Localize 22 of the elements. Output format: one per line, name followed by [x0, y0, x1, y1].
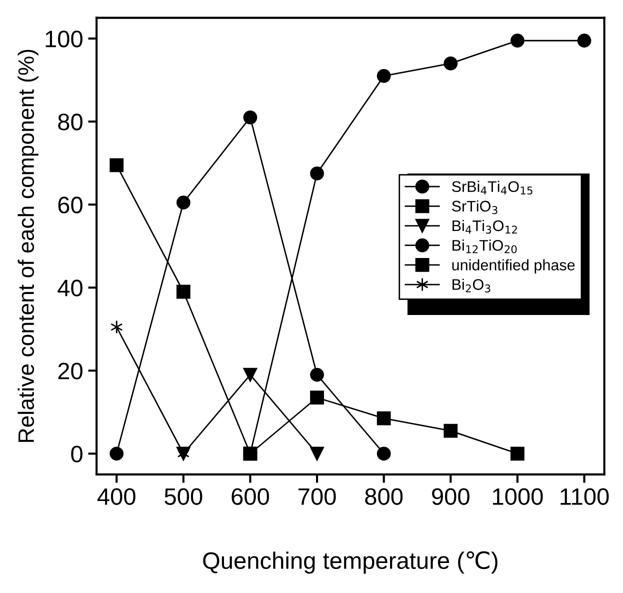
x-tick-label: 700 [298, 488, 336, 505]
y-tick-label: 40 [58, 280, 82, 296]
legend-label: unidentified phase [452, 259, 575, 274]
x-tick-label: 900 [432, 488, 470, 505]
x-tick-label: 1000 [493, 488, 543, 505]
legend-label: Bi$_{12}$TiO$_{20}$ [452, 240, 517, 254]
y-axis-title: Relative content of each component (%) [18, 50, 38, 442]
x-tick-label: 1100 [560, 488, 609, 505]
legend-label: SrBi$_{4}$Ti$_{4}$O$_{15}$ [452, 180, 532, 195]
x-tick-label: 500 [164, 488, 202, 505]
x-tick-label: 800 [365, 488, 403, 505]
y-tick-label: 100 [46, 30, 82, 48]
y-tick-label: 60 [58, 196, 82, 214]
x-axis-title: Quenching temperature (℃) [203, 551, 498, 574]
y-tick-label: 80 [58, 114, 82, 130]
legend-label: Bi$_{4}$Ti$_{3}$O$_{12}$ [452, 220, 517, 234]
x-tick-label: 400 [97, 488, 136, 505]
legend-label: SrTiO$_{3}$ [452, 200, 498, 214]
x-tick-label: 600 [232, 488, 269, 505]
legend-label: Bi$_{2}$O$_{3}$ [452, 278, 490, 292]
y-tick-label: 20 [58, 362, 82, 380]
y-tick-label: 0 [71, 446, 82, 462]
